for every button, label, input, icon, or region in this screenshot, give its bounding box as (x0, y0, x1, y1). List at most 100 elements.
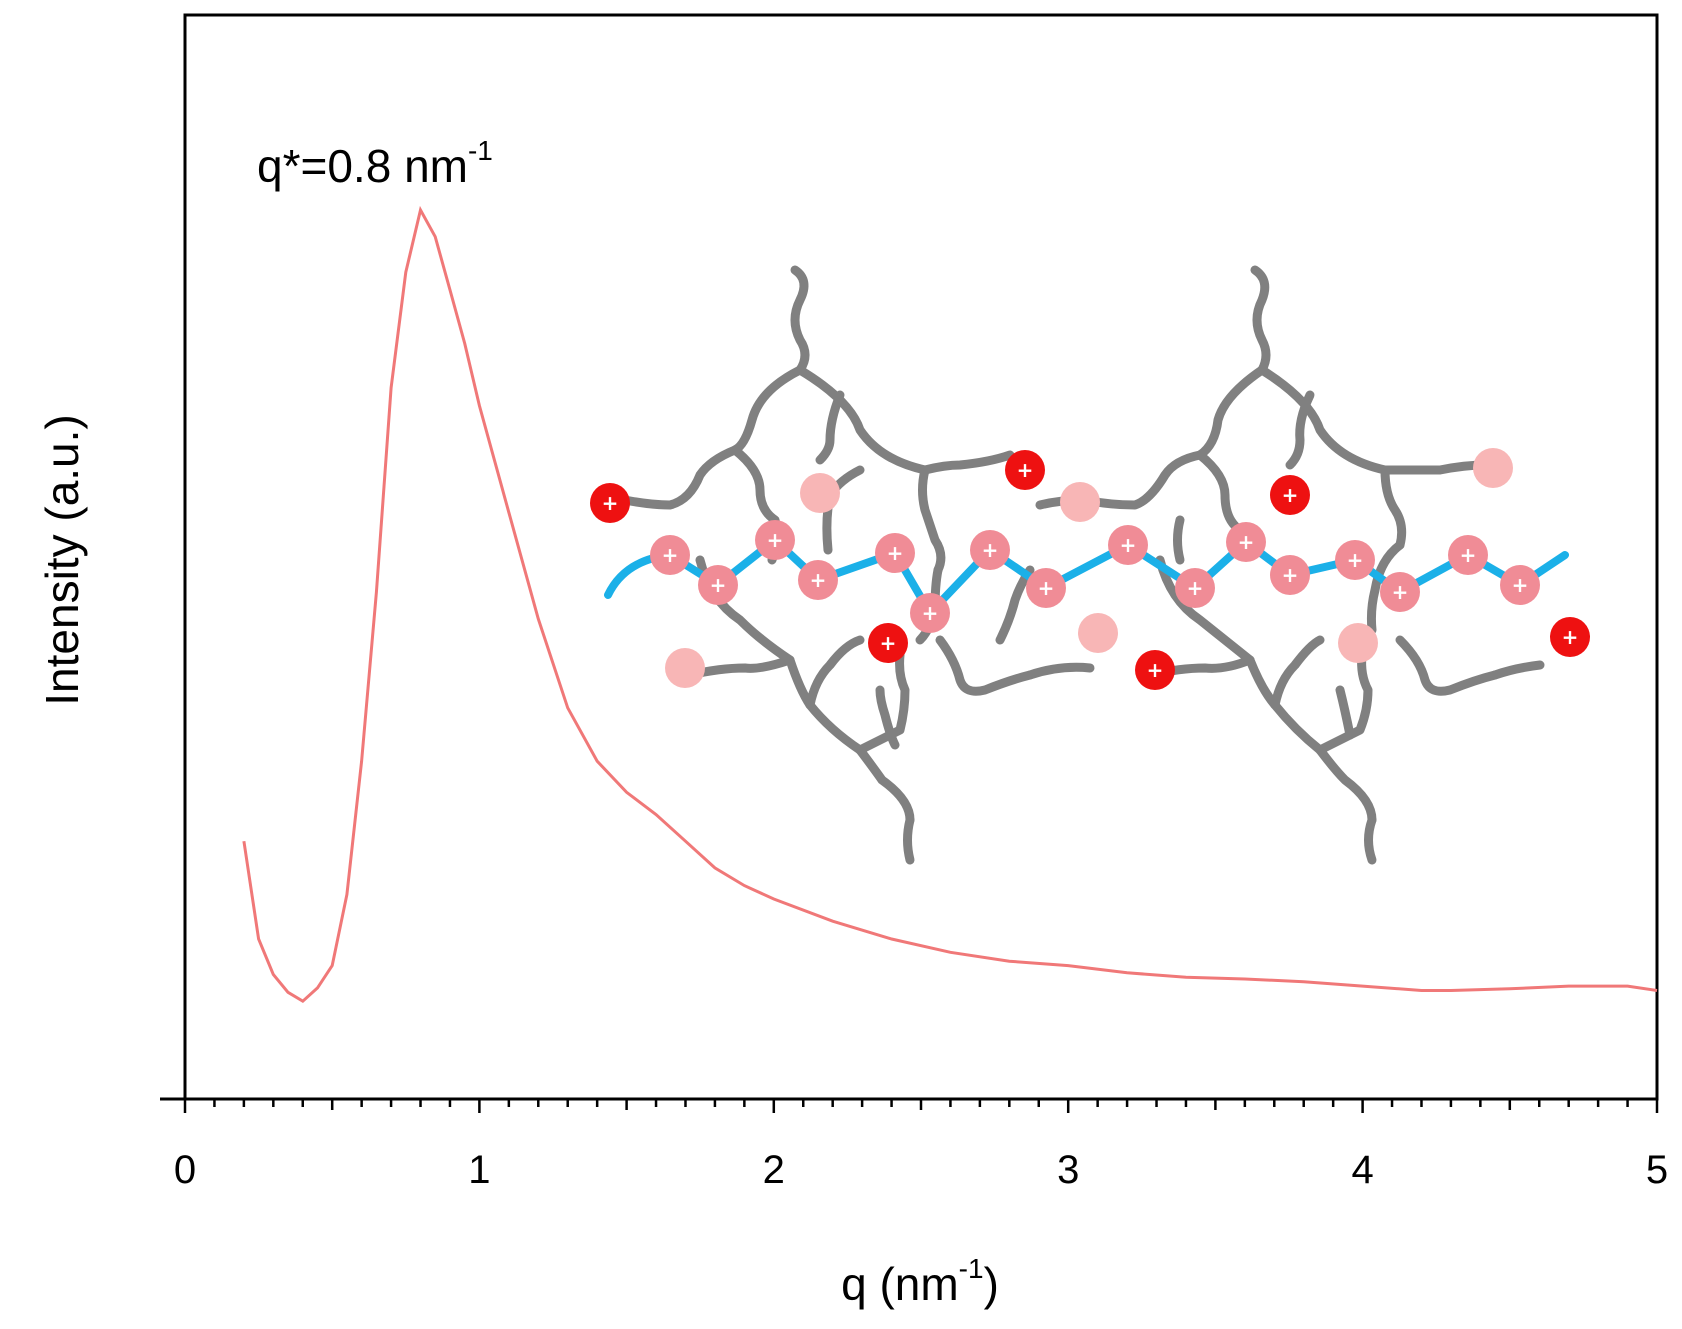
free-cation: + (868, 623, 908, 663)
x-tick-label: 5 (1646, 1148, 1668, 1192)
bound-cation-circle (875, 533, 915, 573)
dendron-branch (903, 815, 915, 865)
dendron-branch (1490, 660, 1545, 680)
bound-cation: + (650, 535, 690, 575)
bound-cation: + (1226, 522, 1266, 562)
bound-cation-plus: + (922, 601, 939, 625)
bound-cation-plus: + (1187, 576, 1204, 600)
dendron-branch (815, 390, 845, 465)
bound-cation-circle (755, 520, 795, 560)
bound-cation: + (1026, 568, 1066, 608)
dendron-branch (918, 465, 946, 575)
free-cation-circle (590, 483, 630, 523)
dendron-branch (1366, 540, 1405, 635)
bound-cation-plus: + (1347, 548, 1364, 572)
free-cation-plus: + (1562, 625, 1579, 649)
x-axis-label-sup: -1 (959, 1253, 984, 1284)
counterion (1078, 613, 1118, 653)
polymer-schematic-inset: + + + + + + + + + + + + + + + + + + + + + + (590, 265, 1590, 865)
x-tick-label: 1 (468, 1148, 490, 1192)
free-cation: + (590, 483, 630, 523)
counterion-circle (1473, 448, 1513, 488)
dendron-branch (875, 685, 900, 750)
dendron-branch (1257, 365, 1390, 475)
bound-cation: + (910, 593, 950, 633)
dendron-branch (1025, 662, 1095, 680)
bound-cation-plus: + (1038, 576, 1055, 600)
free-cation-plus: + (602, 491, 619, 515)
free-cation: + (1550, 617, 1590, 657)
x-tick-label: 3 (1057, 1148, 1079, 1192)
free-cation: + (1270, 475, 1310, 515)
bound-cation-circle (1448, 535, 1488, 575)
bound-cation-circle (910, 593, 950, 633)
bound-cation-circle (1270, 555, 1310, 595)
x-tick-label: 4 (1351, 1148, 1373, 1192)
dendron-branch (1285, 390, 1315, 470)
x-axis-ticks (183, 1099, 1659, 1113)
free-cation-circle (1005, 450, 1045, 490)
peak-annotation-text: q*=0.8 nm (257, 140, 468, 192)
dendron-branch (1173, 515, 1185, 565)
dendron-branch (1155, 555, 1255, 665)
bound-cation-plus: + (1282, 563, 1299, 587)
x-tick-labels: 0 1 2 3 4 5 (174, 1148, 1668, 1192)
dendron-branch (1315, 745, 1377, 825)
bound-cation: + (698, 565, 738, 605)
dendron-branch (1250, 265, 1271, 375)
peak-annotation: q*=0.8 nm-1 (257, 135, 493, 192)
bound-cation-circle (970, 530, 1010, 570)
bound-cation: + (875, 533, 915, 573)
dendron-branch (730, 365, 805, 455)
bound-cation-plus: + (1238, 530, 1255, 554)
bound-cation-circle (798, 560, 838, 600)
x-tick-label: 2 (763, 1148, 785, 1192)
bound-cation-circle (650, 535, 690, 575)
counterion-circle (1078, 613, 1118, 653)
bound-cation-plus: + (1460, 543, 1477, 567)
x-axis-label: q (nm-1) (841, 1253, 999, 1310)
polymer-backbone (604, 536, 1569, 617)
bound-cation-circle (1335, 540, 1375, 580)
bound-cation-plus: + (982, 538, 999, 562)
bound-cation: + (755, 520, 795, 560)
bound-cation-plus: + (767, 528, 784, 552)
dendron-branch (1380, 460, 1490, 475)
dendron-branch (935, 635, 1035, 696)
dendron-branch (1380, 465, 1407, 550)
dendron-branch (620, 445, 740, 510)
bound-cation-circle (698, 565, 738, 605)
bound-cation-circle (1226, 522, 1266, 562)
counterion-circle (1338, 623, 1378, 663)
bound-cation: + (798, 560, 838, 600)
dendron-branch (1395, 635, 1500, 696)
dendron-branch (1195, 450, 1245, 535)
dendron-branch (805, 635, 865, 710)
bound-cation-circle (1380, 572, 1420, 612)
bound-cation: + (970, 530, 1010, 570)
counterion (665, 648, 705, 688)
free-cation-circle (868, 623, 908, 663)
bound-cation: + (1270, 555, 1310, 595)
bound-cation-plus: + (810, 568, 827, 592)
free-cation-plus: + (1147, 658, 1164, 682)
bound-cation-circle (1175, 568, 1215, 608)
counterion (800, 473, 840, 513)
dendron-branch (1315, 650, 1373, 755)
dendron-branch (1270, 635, 1325, 710)
bound-cation-plus: + (1512, 573, 1529, 597)
bound-cation-plus: + (710, 573, 727, 597)
dendron-branch (1364, 815, 1377, 865)
dendron-branch (685, 655, 795, 680)
x-tick-label: 0 (174, 1148, 196, 1192)
y-axis-label: Intensity (a.u.) (36, 414, 88, 705)
dendron-branch (790, 265, 810, 375)
bound-cation-plus: + (662, 543, 679, 567)
peak-annotation-sup: -1 (468, 135, 493, 166)
free-cation-circle (1550, 617, 1590, 657)
dendron-branch (795, 365, 930, 475)
dendron-branch (855, 745, 915, 825)
counterion (1338, 623, 1378, 663)
dendron-branch (995, 565, 1035, 645)
counterion (1473, 448, 1513, 488)
